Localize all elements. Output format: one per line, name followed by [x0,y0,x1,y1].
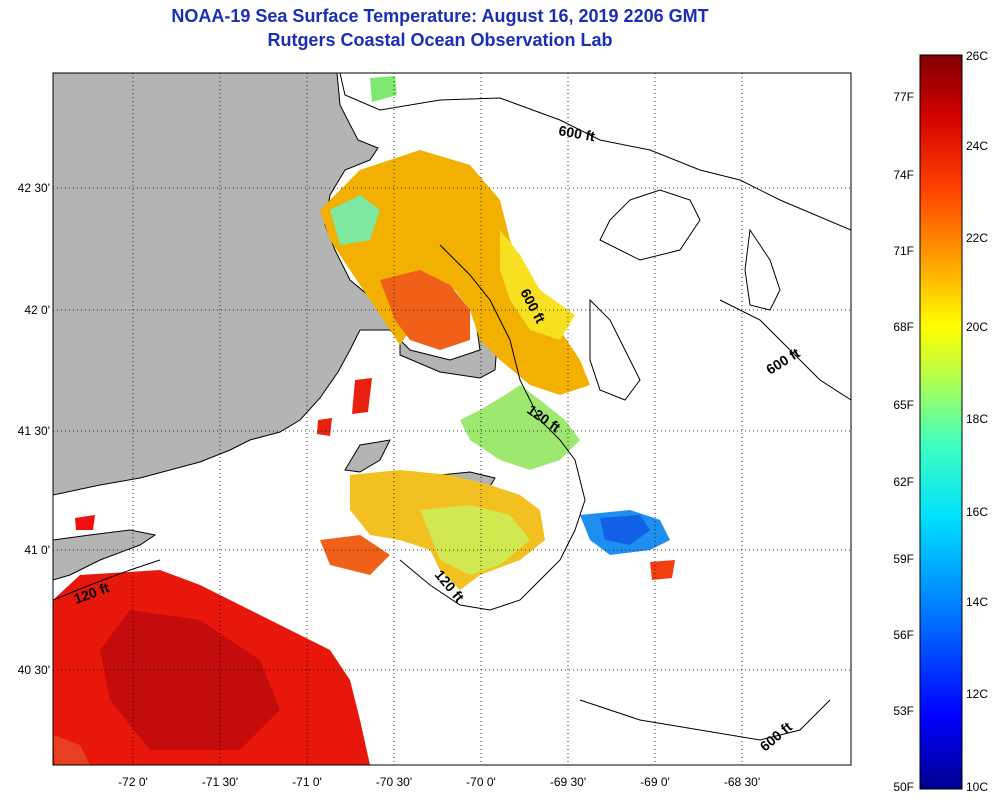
lon-tick-label: -69 30' [550,775,586,789]
contour-label: 600 ft [557,122,596,144]
land-area [344,439,391,473]
lat-tick-label: 41 0' [24,543,50,557]
sst-patch [320,535,390,575]
colorbar-fahrenheit-label: 53F [893,704,914,718]
colorbar-celsius-label: 18C [966,412,988,426]
sst-patch [420,505,530,575]
colorbar-fahrenheit-label: 59F [893,552,914,566]
sst-patch [330,195,380,245]
colorbar-fahrenheit-label: 68F [893,320,914,334]
bathymetry-contour [399,244,586,611]
lon-tick-label: -71 0' [292,775,322,789]
lon-tick-label: -68 30' [724,775,760,789]
lon-tick-label: -70 30' [376,775,412,789]
lon-gridlines [132,73,743,765]
chart-title: NOAA-19 Sea Surface Temperature: August … [171,6,709,26]
lat-tick-label: 40 30' [18,663,50,677]
colorbar-celsius-label: 14C [966,595,988,609]
sst-patch [100,610,280,750]
colorbar-fahrenheit-label: 65F [893,398,914,412]
colorbar-celsius-label: 10C [966,780,988,794]
colorbar [919,54,963,790]
colorbar-fahrenheit-label: 74F [893,168,914,182]
sst-patch [320,150,590,395]
chart-subtitle: Rutgers Coastal Ocean Observation Lab [267,30,613,50]
bathymetry-contour [744,228,781,311]
sst-patch [370,76,397,102]
lon-tick-label: -69 0' [640,775,670,789]
lat-tick-label: 42 0' [24,303,50,317]
contour-label: 600 ft [763,344,803,377]
colorbar-celsius-label: 22C [966,231,988,245]
colorbar-fahrenheit-label: 77F [893,90,914,104]
colorbar-fahrenheit-label: 56F [893,628,914,642]
land-area [53,529,157,581]
lon-tick-label: -72 0' [118,775,148,789]
sst-patch [352,378,372,414]
lon-tick-label: -71 30' [202,775,238,789]
colorbar-fahrenheit-label: 62F [893,475,914,489]
lat-gridlines [53,187,851,671]
colorbar-celsius-label: 24C [966,139,988,153]
colorbar-celsius-label: 12C [966,687,988,701]
sst-patch [600,515,650,545]
lat-tick-label: 41 30' [18,424,50,438]
bathymetry-contour [589,298,641,401]
colorbar-fahrenheit-label: 71F [893,244,914,258]
bathymetry-contour [53,559,161,601]
sst-patch [317,418,332,436]
sst-patch [75,515,95,530]
colorbar-fahrenheit-label: 50F [893,780,914,794]
bathymetry-contour [579,699,831,741]
sst-patch [650,560,675,580]
colorbar-celsius-label: 16C [966,505,988,519]
sst-patch [53,735,90,765]
sst-patch [500,230,575,340]
contour-label: 600 ft [757,718,796,754]
colorbar-celsius-label: 26C [966,49,988,63]
lat-tick-label: 42 30' [18,181,50,195]
sst-patch [460,385,580,470]
bathymetry-contour [599,189,701,261]
bathymetry-contour [339,73,851,231]
lon-tick-label: -70 0' [466,775,496,789]
map-frame [52,72,852,766]
bathymetry-contour [719,299,851,401]
colorbar-celsius-label: 20C [966,320,988,334]
